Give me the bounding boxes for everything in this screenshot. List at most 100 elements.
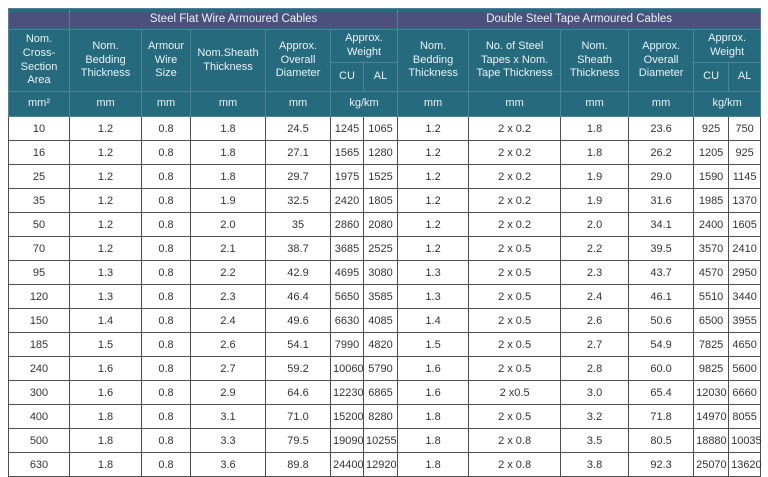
table-cell: 3.0 (560, 380, 630, 405)
table-cell: 18880 (693, 428, 730, 453)
table-cell: 64.6 (265, 380, 331, 405)
table-cell: 25070 (693, 452, 730, 477)
sub-header-cu-2: CU (693, 62, 730, 92)
table-row: 50 1.2 0.8 2.0 35 2860 2080 1.2 2 x 0.2 2.0 34.1 24… (8, 212, 762, 237)
table-cell: 0.8 (141, 140, 191, 165)
table-row: 16 1.2 0.8 1.8 27.1 1565 1280 1.2 2 x 0.2 1.8 26.2… (8, 140, 762, 165)
table-row: 185 1.5 0.8 2.6 54.1 7990 4820 1.5 2 x 0.5 2.7 54.… (8, 332, 762, 357)
table-row: 500 1.8 0.8 3.3 79.5 19090 10255 1.8 2 x 0.8 3.5 8… (8, 428, 762, 453)
table-cell: 2420 (330, 188, 364, 213)
table-cell: 2 x0.5 (468, 380, 562, 405)
table-cell: 1.8 (560, 116, 630, 141)
table-cell: 6500 (693, 308, 730, 333)
col-header-bedding-2: Nom. Bedding Thickness (397, 29, 470, 92)
table-cell: 71.0 (265, 404, 331, 429)
table-cell: 38.7 (265, 236, 331, 261)
table-cell: 300 (8, 380, 70, 405)
table-cell: 46.1 (628, 284, 695, 309)
col-header-sheath-2: Nom. Sheath Thickness (560, 29, 630, 92)
table-cell: 1.5 (397, 332, 470, 357)
table-cell: 7825 (693, 332, 730, 357)
table-cell: 2.2 (190, 260, 266, 285)
table-cell: 1975 (330, 164, 364, 189)
table-cell: 1280 (362, 140, 399, 165)
table-cell: 2 x 0.2 (468, 188, 562, 213)
table-header: Steel Flat Wire Armoured Cables Double S… (8, 8, 762, 117)
table-cell: 2.6 (560, 308, 630, 333)
table-row: 10 1.2 0.8 1.8 24.5 1245 1065 1.2 2 x 0.2 1.8 23.6… (8, 116, 762, 141)
table-cell: 1.8 (69, 428, 142, 453)
table-cell: 6630 (330, 308, 364, 333)
table-cell: 6865 (362, 380, 399, 405)
table-cell: 1.2 (69, 164, 142, 189)
table-cell: 3.5 (560, 428, 630, 453)
table-cell: 16 (8, 140, 70, 165)
column-header-row: Nom. Cross-Section Area Nom. Bedding Thi… (8, 29, 762, 92)
table-cell: 1.8 (190, 140, 266, 165)
table-cell: 1.8 (397, 452, 470, 477)
table-cell: 34.1 (628, 212, 695, 237)
table-cell: 0.8 (141, 428, 191, 453)
table-cell: 4650 (728, 332, 762, 357)
table-cell: 1065 (362, 116, 399, 141)
table-cell: 27.1 (265, 140, 331, 165)
weight-sub-header-row: CU AL CU AL (9, 62, 762, 92)
table-cell: 0.8 (141, 308, 191, 333)
table-body: 10 1.2 0.8 1.8 24.5 1245 1065 1.2 2 x 0.2 1.8 23.6… (8, 116, 762, 477)
table-cell: 3.8 (560, 452, 630, 477)
table-cell: 54.9 (628, 332, 695, 357)
table-cell: 79.5 (265, 428, 331, 453)
table-cell: 1.6 (69, 356, 142, 381)
table-cell: 1985 (693, 188, 730, 213)
table-cell: 925 (728, 140, 762, 165)
table-cell: 2 x 0.5 (468, 284, 562, 309)
table-cell: 1525 (362, 164, 399, 189)
table-cell: 2525 (362, 236, 399, 261)
table-cell: 2 x 0.2 (468, 116, 562, 141)
table-cell: 29.7 (265, 164, 331, 189)
table-cell: 0.8 (141, 212, 191, 237)
table-cell: 2 x 0.2 (468, 212, 562, 237)
table-cell: 95 (8, 260, 70, 285)
table-cell: 2 x 0.5 (468, 356, 562, 381)
table-cell: 2 x 0.5 (468, 404, 562, 429)
units-row: mm² mm mm mm mm kg/km mm mm mm mm kg/km (8, 91, 762, 117)
table-cell: 2 x 0.2 (468, 140, 562, 165)
table-cell: 1.2 (69, 212, 142, 237)
table-cell: 49.6 (265, 308, 331, 333)
table-cell: 26.2 (628, 140, 695, 165)
table-cell: 1.5 (69, 332, 142, 357)
table-cell: 71.8 (628, 404, 695, 429)
table-cell: 4570 (693, 260, 730, 285)
table-cell: 2.1 (190, 236, 266, 261)
table-cell: 14970 (693, 404, 730, 429)
table-row: 95 1.3 0.8 2.2 42.9 4695 3080 1.3 2 x 0.5 2.3 43.7… (8, 260, 762, 285)
table-cell: 1.3 (69, 260, 142, 285)
col-header-steel-tapes: No. of Steel Tapes x Nom. Tape Thickness (468, 29, 562, 92)
table-cell: 0.8 (141, 164, 191, 189)
table-cell: 2 x 0.5 (468, 308, 562, 333)
table-cell: 1.9 (560, 164, 630, 189)
table-cell: 2.4 (190, 308, 266, 333)
col-header-diameter-1: Approx. Overall Diameter (265, 29, 331, 92)
table-row: 150 1.4 0.8 2.4 49.6 6630 4085 1.4 2 x 0.5 2.6 50.… (8, 308, 762, 333)
table-cell: 1145 (728, 164, 762, 189)
table-cell: 3955 (728, 308, 762, 333)
table-cell: 13620 (728, 452, 762, 477)
table-cell: 1.8 (190, 116, 266, 141)
table-cell: 92.3 (628, 452, 695, 477)
unit-label: mm (628, 91, 695, 117)
table-cell: 2860 (330, 212, 364, 237)
table-cell: 1605 (728, 212, 762, 237)
table-cell: 12920 (362, 452, 399, 477)
col-header-cross-section: Nom. Cross-Section Area (8, 29, 70, 92)
table-cell: 3585 (362, 284, 399, 309)
table-cell: 2.0 (560, 212, 630, 237)
table-cell: 31.6 (628, 188, 695, 213)
table-cell: 60.0 (628, 356, 695, 381)
sub-header-al-1: AL (362, 62, 399, 92)
table-cell: 0.8 (141, 380, 191, 405)
table-cell: 2.9 (190, 380, 266, 405)
col-header-armour-wire: Armour Wire Size (141, 29, 191, 92)
